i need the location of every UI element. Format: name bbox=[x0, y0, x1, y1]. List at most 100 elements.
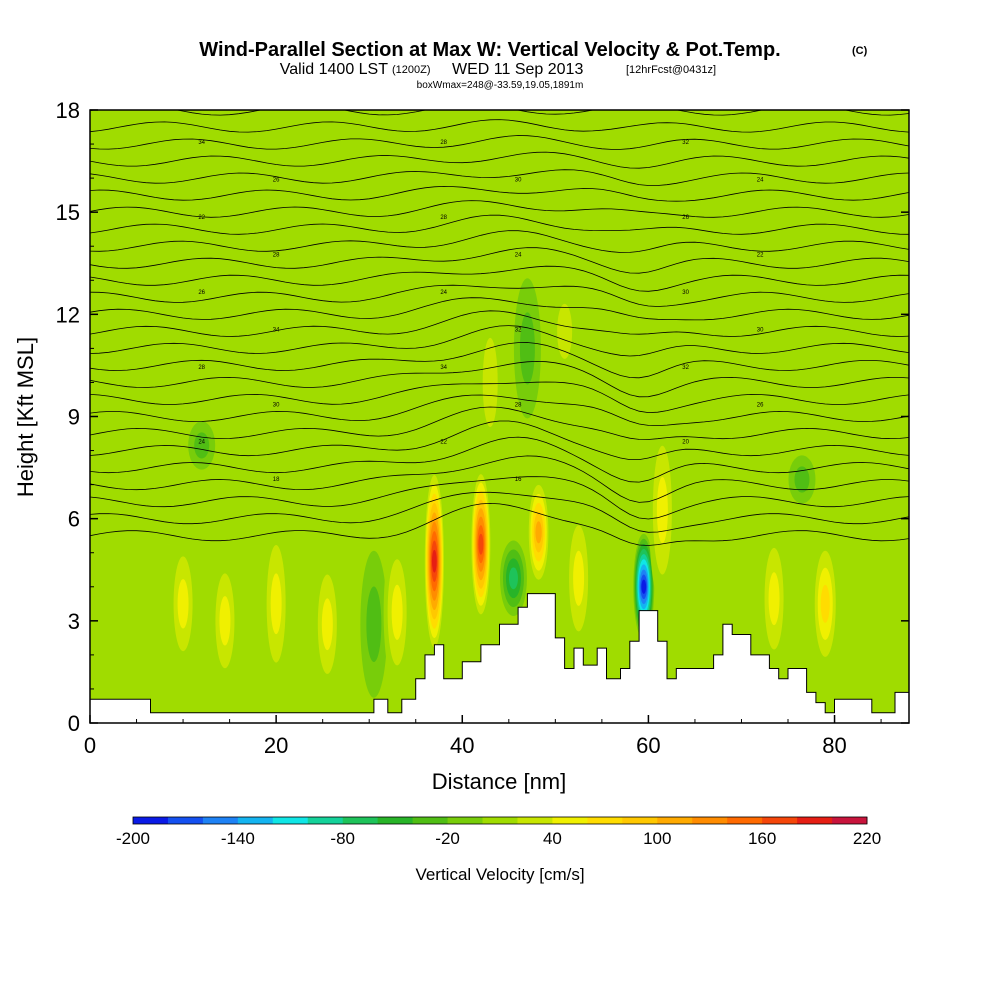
colorbar-swatch bbox=[482, 817, 518, 824]
x-tick-label: 60 bbox=[636, 733, 660, 758]
colorbar-title: Vertical Velocity [cm/s] bbox=[415, 865, 584, 884]
x-tick-label: 20 bbox=[264, 733, 288, 758]
y-tick-label: 12 bbox=[56, 302, 80, 327]
contour-label: 28 bbox=[198, 365, 205, 371]
contour-label: 22 bbox=[757, 252, 764, 258]
terrain bbox=[89, 593, 910, 724]
colorbar-swatch bbox=[552, 817, 588, 824]
x-tick-label: 0 bbox=[84, 733, 96, 758]
contour-label: 18 bbox=[273, 477, 280, 483]
contour-label: 16 bbox=[515, 477, 522, 483]
theta-contour bbox=[90, 360, 909, 398]
colorbar-swatch bbox=[342, 817, 379, 824]
w-cell bbox=[478, 533, 484, 555]
colorbar-swatch bbox=[622, 817, 658, 824]
colorbar bbox=[132, 816, 868, 825]
contour-label: 28 bbox=[515, 402, 522, 408]
theta-contour bbox=[90, 394, 909, 427]
colorbar-tick-label: 100 bbox=[643, 829, 671, 848]
colorbar-swatch bbox=[412, 817, 449, 824]
x-axis: 0 20 40 60 80 bbox=[84, 715, 882, 758]
y-axis-title: Height [Kft MSL] bbox=[13, 337, 38, 497]
theta-contour bbox=[90, 135, 909, 150]
chart-title: Wind-Parallel Section at Max W: Vertical… bbox=[199, 39, 780, 61]
copyright-mark: (C) bbox=[852, 45, 868, 57]
colorbar-tick-label: -20 bbox=[435, 829, 460, 848]
colorbar-swatch bbox=[237, 817, 274, 824]
theta-contour bbox=[90, 200, 909, 218]
contour-label: 22 bbox=[440, 440, 447, 446]
contour-label: 34 bbox=[273, 327, 280, 333]
contour-label: 20 bbox=[682, 440, 689, 446]
w-cell bbox=[820, 584, 830, 623]
contour-label: 34 bbox=[440, 365, 447, 371]
theta-contour bbox=[90, 119, 909, 133]
theta-contour bbox=[90, 455, 909, 503]
theta-contour bbox=[90, 342, 909, 379]
x-axis-title: Distance [nm] bbox=[432, 769, 567, 794]
theta-contour bbox=[90, 265, 909, 292]
colorbar-swatch bbox=[202, 817, 239, 824]
vertical-velocity-field bbox=[90, 110, 909, 723]
contour-label: 28 bbox=[440, 215, 447, 221]
contour-label: 30 bbox=[273, 402, 280, 408]
contour-label: 30 bbox=[682, 290, 689, 296]
colorbar-tick-label: 40 bbox=[543, 829, 562, 848]
colorbar-tick-label: -80 bbox=[330, 829, 355, 848]
theta-contour bbox=[90, 381, 909, 414]
colorbar-swatch bbox=[377, 817, 414, 824]
theta-contour bbox=[90, 110, 909, 116]
contour-label: 32 bbox=[682, 365, 689, 371]
valid-time-date: WED 11 Sep 2013 bbox=[452, 61, 583, 78]
contour-label: 24 bbox=[757, 178, 764, 184]
w-cell bbox=[768, 572, 780, 626]
colorbar-frame bbox=[132, 816, 868, 825]
y-tick-label: 9 bbox=[68, 405, 80, 430]
colorbar-swatch bbox=[692, 817, 728, 824]
contour-label: 26 bbox=[273, 178, 280, 184]
colorbar-swatch bbox=[832, 817, 868, 824]
w-cell bbox=[573, 550, 585, 606]
w-cell bbox=[431, 549, 437, 573]
w-cell bbox=[535, 521, 542, 544]
w-cell bbox=[656, 476, 668, 544]
colorbar-swatch bbox=[517, 817, 553, 824]
colorbar-swatch bbox=[447, 817, 484, 824]
contour-label: 22 bbox=[198, 215, 205, 221]
w-cell bbox=[270, 573, 282, 635]
colorbar-tick-label: 220 bbox=[853, 829, 881, 848]
colorbar-tick-label: 160 bbox=[748, 829, 776, 848]
theta-contour bbox=[90, 502, 909, 546]
colorbar-swatch bbox=[167, 817, 204, 824]
w-cell bbox=[219, 596, 231, 646]
theta-contour bbox=[90, 151, 909, 169]
contour-label: 32 bbox=[515, 327, 522, 333]
theta-contour bbox=[90, 325, 909, 357]
theta-contour bbox=[90, 247, 909, 274]
valid-time-utc: (1200Z) bbox=[392, 64, 431, 76]
colorbar-tick-label: -140 bbox=[221, 829, 255, 848]
w-cell bbox=[482, 337, 498, 428]
w-cell bbox=[321, 598, 333, 651]
theta-contour bbox=[90, 230, 909, 253]
theta-contour bbox=[90, 284, 909, 307]
y-tick-label: 6 bbox=[68, 507, 80, 532]
contour-label: 30 bbox=[757, 327, 764, 333]
theta-contour bbox=[90, 185, 909, 202]
contour-label: 30 bbox=[515, 178, 522, 184]
colorbar-tick-label: -200 bbox=[116, 829, 150, 848]
contour-labels: 34 28 32 26 30 24 22 28 26 28 24 22 26 24 30 34 32 30 28 34… bbox=[198, 140, 764, 483]
contour-label: 28 bbox=[440, 140, 447, 146]
w-cell bbox=[508, 567, 518, 590]
y-tick-label: 0 bbox=[68, 711, 80, 736]
w-cell bbox=[194, 432, 210, 459]
contour-label: 32 bbox=[682, 140, 689, 146]
theta-contour bbox=[90, 297, 909, 321]
x-tick-label: 40 bbox=[450, 733, 474, 758]
contour-label: 26 bbox=[682, 215, 689, 221]
colorbar-ticks: -200 -140 -80 -20 40 100 160 220 bbox=[116, 829, 881, 848]
y-tick-label: 18 bbox=[56, 98, 80, 123]
theta-contour bbox=[90, 169, 909, 186]
x-tick-label: 80 bbox=[822, 733, 846, 758]
